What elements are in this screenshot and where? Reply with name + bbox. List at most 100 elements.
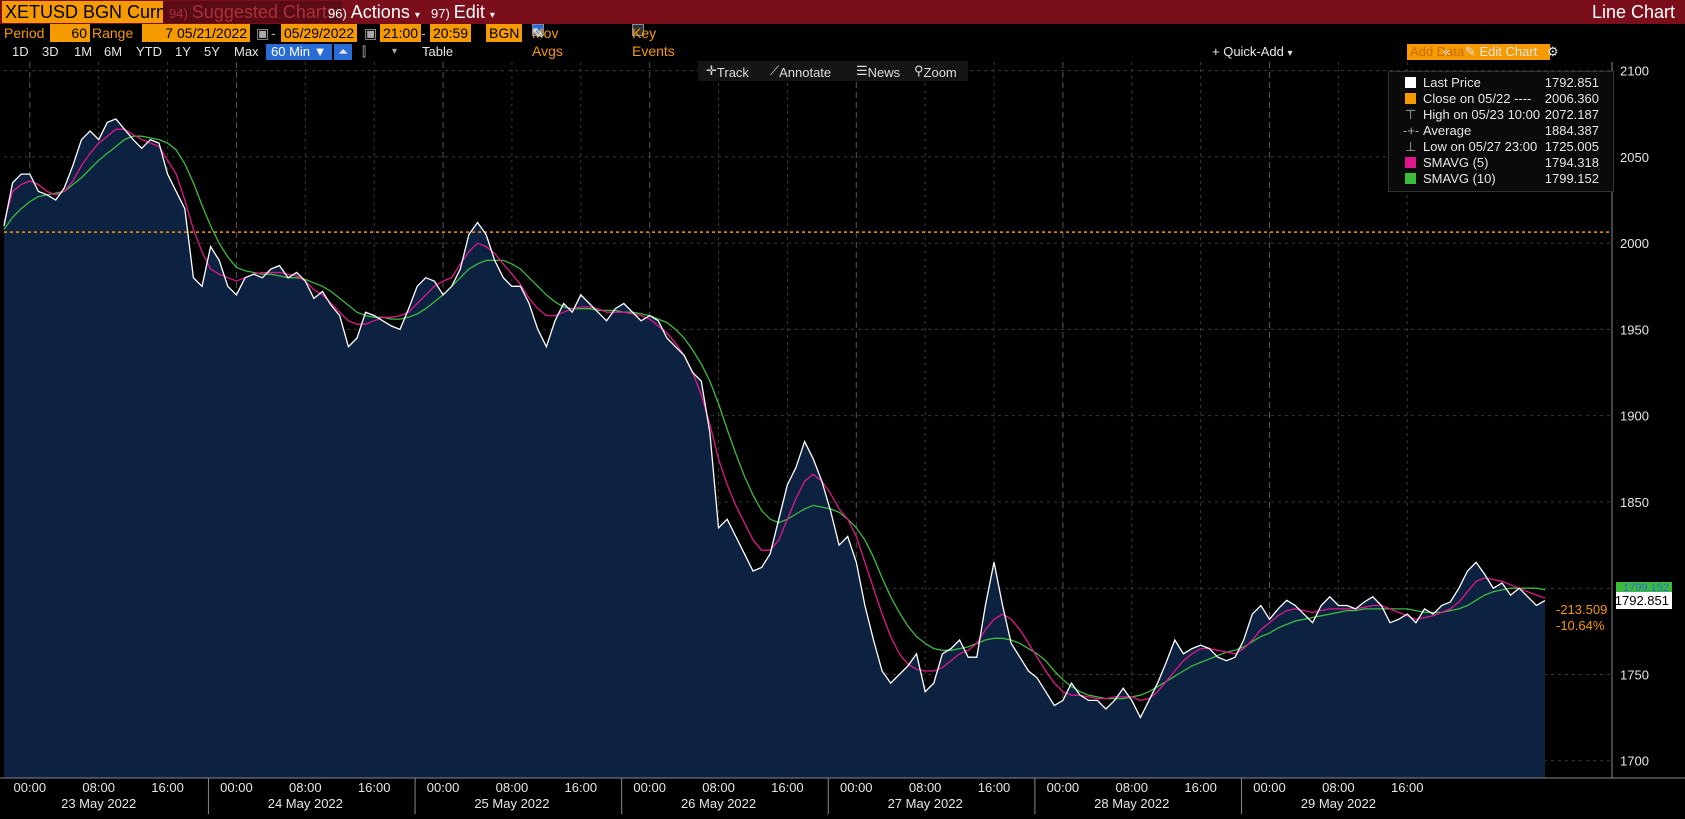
x-tick-label: 16:00 [151, 780, 184, 795]
zoom-label: Zoom [923, 65, 957, 80]
news-label: News [867, 65, 901, 80]
x-tick-label: 08:00 [1322, 780, 1355, 795]
legend-swatch [1405, 173, 1416, 184]
edit-chart-button[interactable]: ✎ Edit Chart [1465, 44, 1538, 59]
interval-label: 60 Min [271, 44, 311, 59]
add-data-input[interactable]: Add Data [1407, 44, 1550, 60]
x-tick-label: 08:00 [1115, 780, 1148, 795]
y-tick-label: 2050 [1620, 150, 1649, 165]
chevron-down-icon: ▾ [1287, 48, 1293, 59]
end-time-input[interactable]: 20:59 [430, 24, 472, 42]
smavg-5-line [3, 128, 1546, 702]
end-date-input[interactable]: 05/29/2022 [281, 24, 358, 42]
edit-num: 97) [431, 6, 450, 21]
calendar-icon[interactable]: ▣ [364, 25, 378, 41]
legend-row-smavg10: SMAVG (10) 1799.152 [1397, 171, 1607, 187]
table-button[interactable]: Table [422, 44, 454, 59]
actions-num: 96) [328, 6, 347, 21]
edit-button[interactable]: 97) Edit ▾ [425, 1, 501, 23]
key-events-label: Key Events [632, 25, 675, 59]
y-tick-label: 1950 [1620, 322, 1649, 337]
x-tick-label: 16:00 [1184, 780, 1217, 795]
legend-panel: Last Price 1792.851 Close on 05/22 ---- … [1388, 71, 1614, 192]
zoom-button[interactable]: ⚲ Zoom [914, 63, 957, 80]
chart-type-label: Line Chart [1591, 2, 1675, 22]
annotate-label: Annotate [779, 65, 832, 80]
x-tick-label: 00:00 [14, 780, 47, 795]
edit-label: Edit [453, 2, 485, 22]
timeframe-5y[interactable]: 5Y [204, 44, 220, 59]
edit-chart-label: Edit Chart [1479, 44, 1538, 59]
legend-swatch [1405, 77, 1416, 88]
y-tick-label: 1850 [1620, 495, 1649, 510]
period-input[interactable]: 60 [50, 24, 90, 42]
x-tick-label: 16:00 [771, 780, 804, 795]
legend-value: 1792.851 [1544, 75, 1599, 90]
actions-label: Actions [350, 2, 410, 22]
track-button[interactable]: ✛ Track [706, 63, 749, 80]
timeframe-3d[interactable]: 3D [42, 44, 59, 59]
chevron-down-icon: ▾ [414, 10, 420, 21]
timeframe-1d[interactable]: 1D [12, 44, 29, 59]
x-day-label: 25 May 2022 [474, 796, 549, 811]
quick-add-button[interactable]: + Quick-Add ▾ [1212, 44, 1293, 62]
sma10-tag: 1799.152 [1616, 582, 1672, 594]
annotate-button[interactable]: ⟋ Annotate [770, 63, 832, 80]
news-button[interactable]: ☰ News [856, 63, 901, 80]
x-day-label: 28 May 2022 [1094, 796, 1169, 811]
interval-select[interactable]: 60 Min ▼ [266, 44, 332, 60]
start-date-input[interactable]: 05/21/2022 [174, 24, 251, 42]
collapse-icon[interactable]: « [1443, 44, 1451, 59]
x-tick-label: 08:00 [496, 780, 529, 795]
x-tick-label: 00:00 [1047, 780, 1080, 795]
x-tick-label: 16:00 [1391, 780, 1424, 795]
track-label: Track [716, 65, 749, 80]
legend-value: 1884.387 [1544, 123, 1599, 138]
timeframe-1m[interactable]: 1M [74, 44, 93, 59]
x-tick-label: 16:00 [565, 780, 598, 795]
source-input[interactable]: BGN [486, 24, 523, 42]
calendar-icon[interactable]: ▣ [256, 25, 270, 41]
legend-name: SMAVG (10) [1423, 171, 1496, 186]
high-marker-icon: ⊤ [1405, 107, 1417, 122]
suggested-charts-button[interactable]: 94) Suggested Charts [163, 1, 342, 23]
x-tick-label: 08:00 [82, 780, 115, 795]
sma10-tag-text: 1799.152 [1623, 582, 1669, 594]
ticker-field[interactable]: XETUSD BGN Curncy [2, 1, 188, 23]
timeframe-ytd[interactable]: YTD [136, 44, 162, 59]
change-value: -213.509 [1556, 602, 1607, 617]
legend-name: Close on 05/22 ---- [1423, 91, 1532, 106]
chart-toolbar: ✛ Track ⟋ Annotate ☰ News ⚲ Zoom [698, 61, 968, 81]
x-day-label: 23 May 2022 [61, 796, 136, 811]
gear-icon[interactable]: ⚙ [1547, 44, 1559, 59]
legend-value: 1794.318 [1544, 155, 1599, 170]
timeframe-1y[interactable]: 1Y [175, 44, 191, 59]
chevron-down-icon[interactable]: ▾ [392, 46, 398, 57]
legend-row-smavg5: SMAVG (5) 1794.318 [1397, 155, 1607, 171]
quick-add-label: + Quick-Add [1212, 44, 1284, 59]
timeframe-max[interactable]: Max [234, 44, 259, 59]
x-tick-label: 00:00 [633, 780, 666, 795]
legend-row-average: -+- Average 1884.387 [1397, 123, 1607, 139]
x-tick-label: 08:00 [289, 780, 322, 795]
range-input[interactable]: 7 [142, 24, 176, 42]
legend-row-close: Close on 05/22 ---- 2006.360 [1397, 91, 1607, 107]
range-label: Range [92, 25, 134, 41]
x-tick-label: 08:00 [909, 780, 942, 795]
legend-name: Last Price [1423, 75, 1481, 90]
actions-button[interactable]: 96) Actions ▾ [322, 1, 426, 23]
start-time-input[interactable]: 21:00 [380, 24, 422, 42]
bar-chart-icon[interactable]: ⫿ [362, 44, 367, 59]
legend-name: Average [1423, 123, 1472, 138]
x-tick-label: 00:00 [220, 780, 253, 795]
legend-row-last-price: Last Price 1792.851 [1397, 75, 1607, 91]
legend-swatch [1405, 93, 1416, 104]
x-day-label: 24 May 2022 [268, 796, 343, 811]
line-chart-icon[interactable]: ⏶ [334, 44, 353, 60]
suggested-label: Suggested Charts [191, 2, 336, 22]
y-tick-label: 1900 [1620, 409, 1649, 424]
pencil-icon[interactable]: ✎ [532, 25, 544, 41]
date-separator: - [271, 25, 276, 41]
timeframe-6m[interactable]: 6M [104, 44, 123, 59]
